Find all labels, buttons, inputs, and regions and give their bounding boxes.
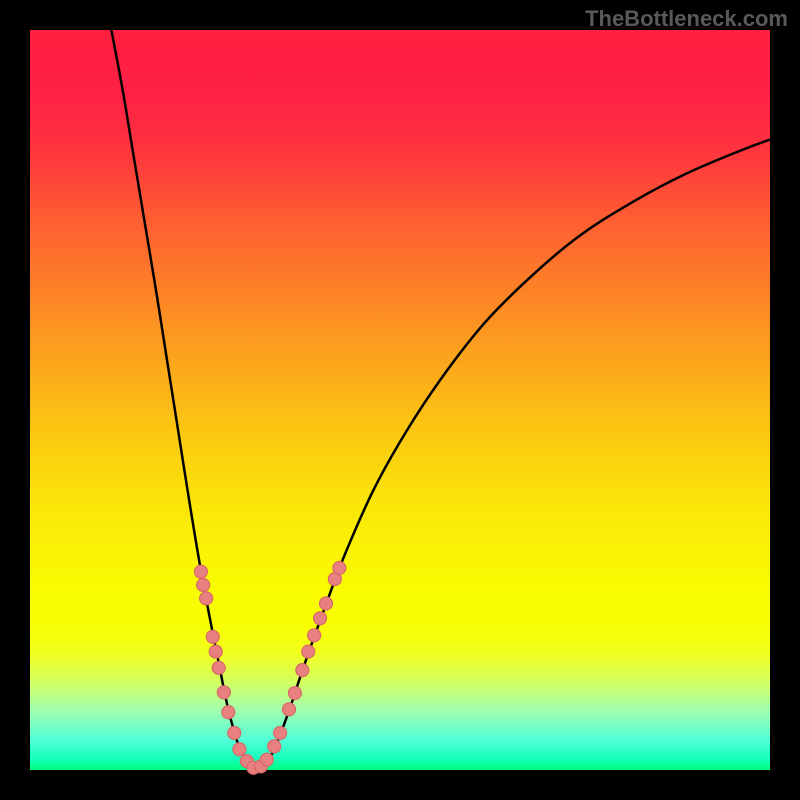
- data-point: [296, 664, 309, 677]
- data-point: [260, 753, 273, 766]
- data-point: [333, 561, 346, 574]
- data-point: [217, 686, 230, 699]
- chart-svg: [0, 0, 800, 800]
- data-point: [206, 630, 219, 643]
- data-point: [283, 703, 296, 716]
- data-point: [288, 687, 301, 700]
- data-point: [274, 727, 287, 740]
- watermark-text: TheBottleneck.com: [585, 6, 788, 32]
- data-point: [302, 645, 315, 658]
- data-point: [314, 612, 327, 625]
- data-point: [197, 579, 210, 592]
- data-point: [209, 645, 222, 658]
- data-point: [194, 565, 207, 578]
- bottleneck-chart: TheBottleneck.com: [0, 0, 800, 800]
- data-point: [228, 727, 241, 740]
- data-point: [233, 743, 246, 756]
- data-point: [268, 740, 281, 753]
- chart-plot-area: [30, 30, 770, 770]
- data-point: [308, 629, 321, 642]
- data-point: [212, 661, 225, 674]
- data-point: [200, 592, 213, 605]
- data-point: [320, 597, 333, 610]
- data-point: [222, 706, 235, 719]
